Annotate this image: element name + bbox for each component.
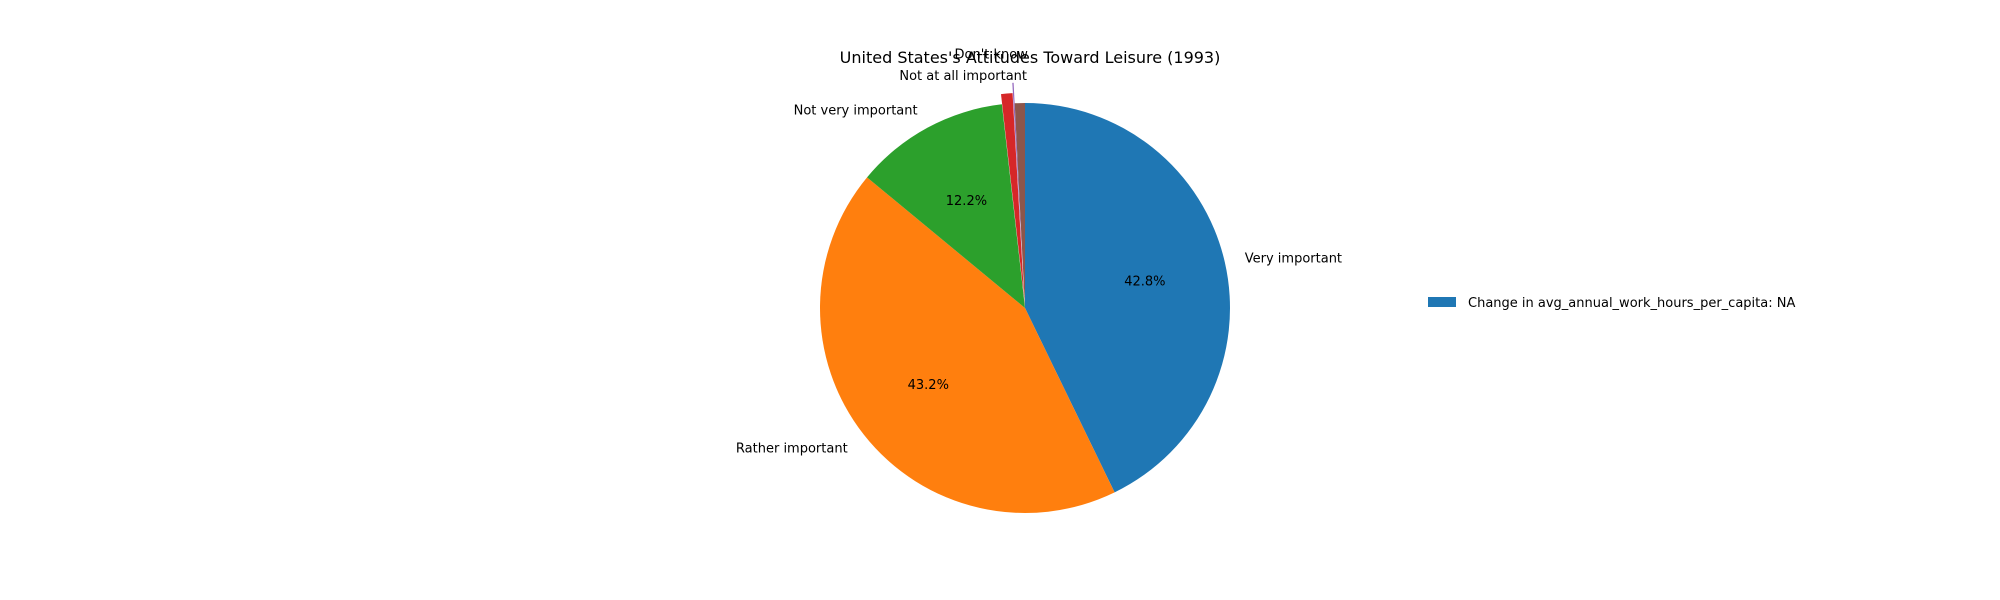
chart-title: United States's Attitudes Toward Leisure… xyxy=(840,48,1221,67)
pie-slice-slice-5 xyxy=(1014,103,1025,308)
legend-swatch xyxy=(1428,297,1456,307)
slice-percent-rather-important: 43.2% xyxy=(908,378,949,393)
pie-labels: Very important 42.8% Rather important 43.2%… xyxy=(736,47,1342,456)
slice-percent-not-very-important: 12.2% xyxy=(946,194,987,209)
chart-legend: Change in avg_annual_work_hours_per_capi… xyxy=(1428,296,1795,311)
pie-slice-rather-important xyxy=(820,177,1115,514)
slice-label-rather-important: Rather important xyxy=(736,441,848,456)
pie-slice-not-at-all-important xyxy=(1000,93,1025,298)
pie-slice-don-t-know xyxy=(1012,82,1024,288)
pie-slice-very-important xyxy=(1025,103,1231,493)
pie-slice-not-very-important xyxy=(867,104,1025,308)
slice-percent-very-important: 42.8% xyxy=(1124,274,1165,289)
slice-label-not-very-important: Not very important xyxy=(794,104,918,119)
slice-label-don-t-know: Don't know xyxy=(954,47,1028,62)
pie-slices xyxy=(820,82,1231,514)
legend-entry-label: Change in avg_annual_work_hours_per_capi… xyxy=(1468,296,1795,311)
slice-label-not-at-all-important: Not at all important xyxy=(899,69,1027,84)
slice-label-very-important: Very important xyxy=(1245,251,1342,266)
